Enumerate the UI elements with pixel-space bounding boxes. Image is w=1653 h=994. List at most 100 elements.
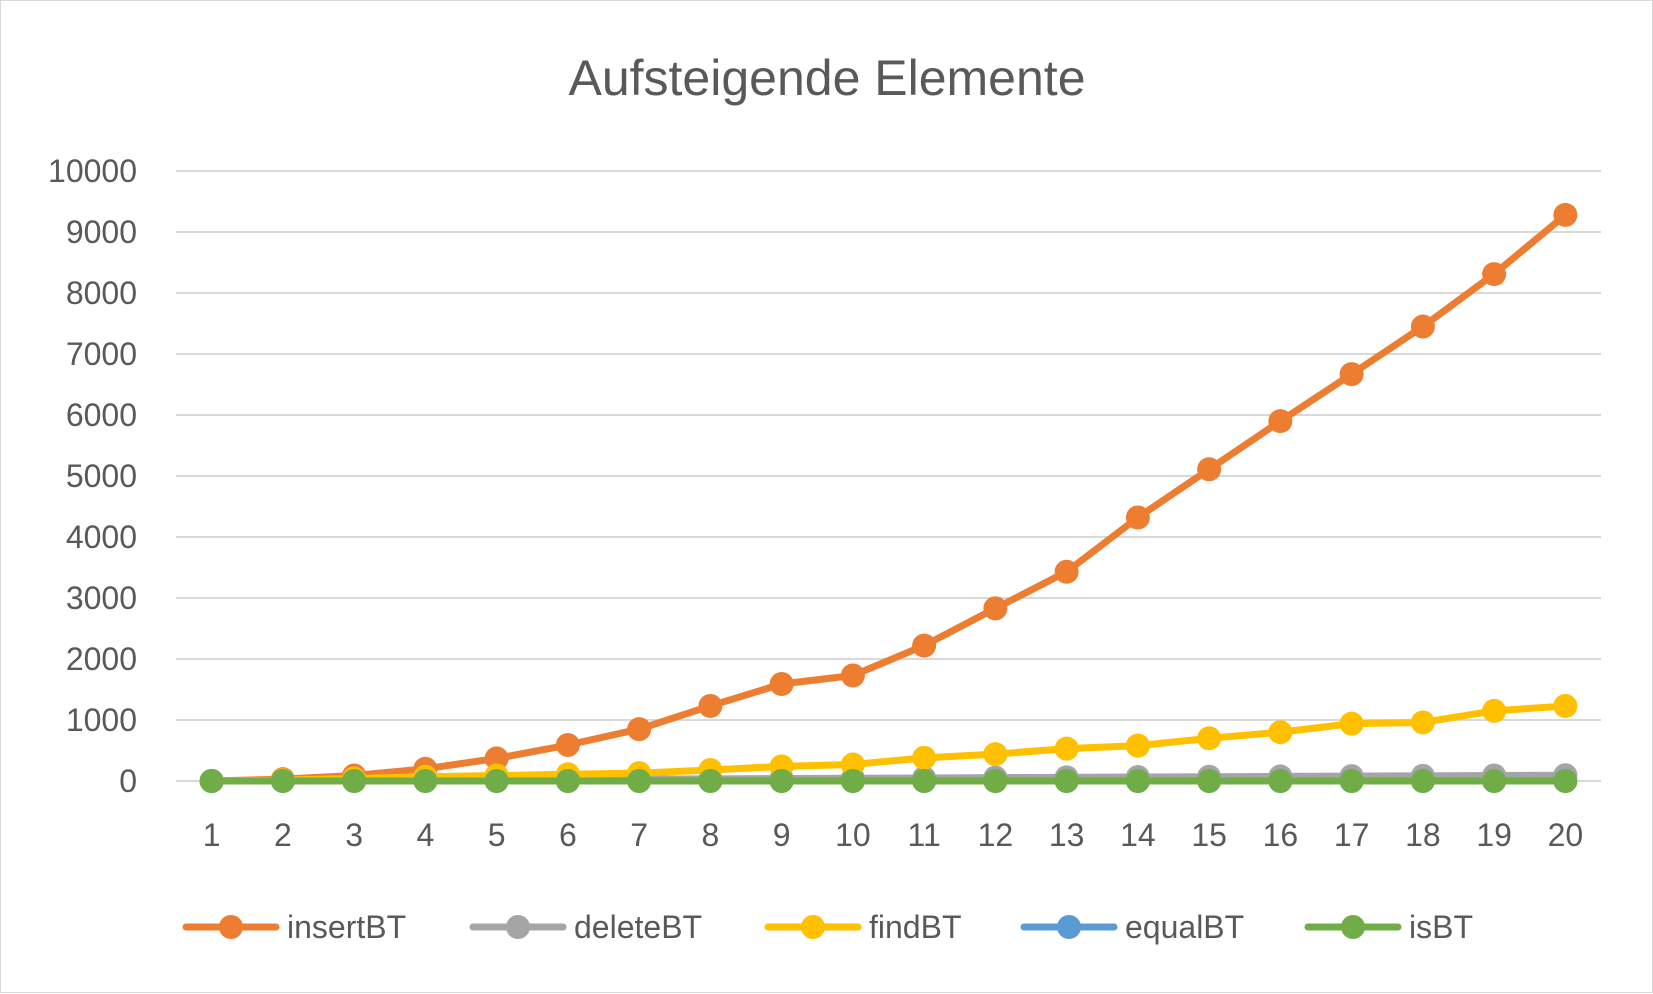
series-isBT bbox=[199, 769, 1578, 793]
data-point-isBT bbox=[413, 769, 438, 793]
data-point-insertBT bbox=[627, 717, 652, 742]
data-point-findBT bbox=[1339, 711, 1364, 736]
legend-item-findBT: findBT bbox=[764, 909, 961, 945]
y-tick-label: 5000 bbox=[66, 458, 137, 494]
data-point-findBT bbox=[840, 752, 865, 777]
data-point-insertBT bbox=[555, 733, 580, 758]
data-point-isBT bbox=[769, 769, 794, 793]
x-tick-label: 3 bbox=[345, 817, 363, 853]
x-tick-label: 11 bbox=[908, 817, 941, 853]
legend-swatch-marker bbox=[801, 915, 825, 939]
series-line-insertBT bbox=[208, 211, 1569, 785]
series-group bbox=[199, 202, 1578, 793]
legend-item-deleteBT: deleteBT bbox=[469, 909, 702, 945]
data-point-findBT bbox=[1268, 720, 1293, 745]
data-point-insertBT bbox=[1410, 314, 1435, 339]
data-point-findBT bbox=[912, 745, 937, 770]
data-point-insertBT bbox=[1482, 262, 1507, 287]
x-tick-label: 12 bbox=[978, 817, 1014, 853]
data-point-isBT bbox=[1482, 769, 1507, 793]
x-tick-label: 15 bbox=[1191, 817, 1227, 853]
data-point-findBT bbox=[1054, 736, 1079, 761]
x-tick-label: 6 bbox=[559, 817, 577, 853]
data-point-findBT bbox=[983, 742, 1008, 767]
x-tick-label: 10 bbox=[835, 817, 871, 853]
x-tick-label: 19 bbox=[1476, 817, 1512, 853]
x-tick-label: 5 bbox=[488, 817, 506, 853]
y-tick-label: 10000 bbox=[48, 153, 137, 189]
data-point-insertBT bbox=[1339, 362, 1364, 387]
x-axis-tick-labels: 1 2 3 4 5 6 7 8 9 10 11 12 13 14 15 16 17 18 19 20 bbox=[203, 817, 1583, 853]
x-tick-label: 14 bbox=[1120, 817, 1156, 853]
data-point-insertBT bbox=[1054, 559, 1079, 584]
data-point-insertBT bbox=[484, 746, 509, 771]
data-point-insertBT bbox=[840, 663, 865, 688]
legend-label: insertBT bbox=[287, 909, 406, 945]
y-tick-label: 3000 bbox=[66, 580, 137, 616]
data-point-isBT bbox=[698, 769, 723, 793]
x-tick-label: 7 bbox=[630, 817, 648, 853]
legend-swatch-marker bbox=[1057, 915, 1081, 939]
data-point-isBT bbox=[1125, 769, 1150, 793]
y-tick-label: 9000 bbox=[66, 214, 137, 250]
data-point-findBT bbox=[1482, 698, 1507, 723]
data-point-isBT bbox=[840, 769, 865, 793]
data-point-isBT bbox=[270, 769, 295, 793]
x-tick-label: 18 bbox=[1405, 817, 1441, 853]
data-point-findBT bbox=[1197, 726, 1222, 751]
x-tick-label: 20 bbox=[1548, 817, 1584, 853]
data-point-isBT bbox=[342, 769, 367, 793]
data-point-isBT bbox=[484, 769, 509, 793]
data-point-insertBT bbox=[698, 693, 723, 718]
data-point-findBT bbox=[1553, 693, 1578, 718]
x-tick-label: 16 bbox=[1263, 817, 1299, 853]
data-point-isBT bbox=[1410, 769, 1435, 793]
data-point-isBT bbox=[1268, 769, 1293, 793]
y-axis-tick-labels: 0 1000 2000 3000 4000 5000 6000 7000 8000 9000 100… bbox=[48, 153, 137, 799]
x-tick-label: 4 bbox=[416, 817, 434, 853]
legend: insertBT deleteBT findBT equalBT isBT bbox=[182, 909, 1473, 945]
x-tick-label: 13 bbox=[1049, 817, 1085, 853]
legend-label: isBT bbox=[1409, 909, 1473, 945]
data-point-isBT bbox=[1339, 769, 1364, 793]
data-point-isBT bbox=[1054, 769, 1079, 793]
data-point-isBT bbox=[983, 769, 1008, 793]
legend-swatch-marker bbox=[1341, 915, 1365, 939]
y-tick-label: 7000 bbox=[66, 336, 137, 372]
data-point-insertBT bbox=[983, 596, 1008, 621]
x-tick-label: 2 bbox=[274, 817, 292, 853]
data-point-insertBT bbox=[1197, 457, 1222, 482]
data-point-insertBT bbox=[912, 633, 937, 658]
data-point-findBT bbox=[1410, 710, 1435, 735]
data-point-insertBT bbox=[1553, 202, 1578, 227]
data-point-insertBT bbox=[769, 672, 794, 697]
y-tick-label: 4000 bbox=[66, 519, 137, 555]
data-point-isBT bbox=[555, 769, 580, 793]
data-point-isBT bbox=[627, 769, 652, 793]
legend-swatch-marker bbox=[506, 915, 530, 939]
x-tick-label: 1 bbox=[203, 817, 221, 853]
data-point-insertBT bbox=[1125, 505, 1150, 530]
data-point-isBT bbox=[1553, 769, 1578, 793]
y-tick-label: 6000 bbox=[66, 397, 137, 433]
data-point-isBT bbox=[199, 769, 224, 793]
legend-label: equalBT bbox=[1125, 909, 1244, 945]
legend-item-insertBT: insertBT bbox=[182, 909, 406, 945]
x-tick-label: 17 bbox=[1334, 817, 1370, 853]
data-point-insertBT bbox=[1268, 409, 1293, 434]
y-tick-label: 0 bbox=[119, 763, 137, 799]
data-point-isBT bbox=[912, 769, 937, 793]
legend-label: findBT bbox=[869, 909, 961, 945]
y-tick-label: 2000 bbox=[66, 641, 137, 677]
y-tick-label: 1000 bbox=[66, 702, 137, 738]
x-tick-label: 8 bbox=[701, 817, 719, 853]
data-point-findBT bbox=[1125, 733, 1150, 758]
data-point-isBT bbox=[1197, 769, 1222, 793]
chart-title: Aufsteigende Elemente bbox=[568, 50, 1085, 106]
x-tick-label: 9 bbox=[773, 817, 791, 853]
series-insertBT bbox=[199, 202, 1578, 793]
y-tick-label: 8000 bbox=[66, 275, 137, 311]
legend-item-equalBT: equalBT bbox=[1020, 909, 1244, 945]
